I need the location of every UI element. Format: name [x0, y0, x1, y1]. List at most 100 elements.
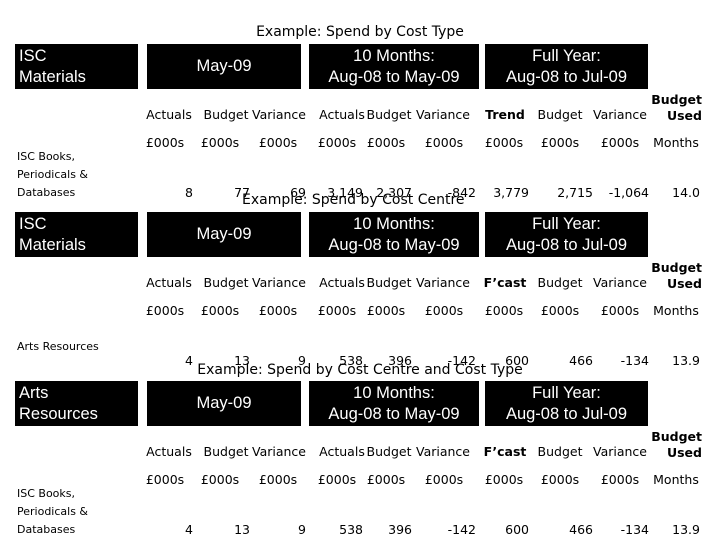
unit-label: Months	[653, 472, 699, 487]
category-label-box: ISC Materials	[15, 212, 138, 257]
column-header-variance: Variance	[252, 107, 306, 122]
data-cell-fy-variance: -134	[620, 353, 649, 368]
data-cell-actuals: 4	[185, 522, 193, 537]
data-cell-trend: 3,779	[493, 185, 529, 200]
unit-label: £000s	[540, 472, 580, 487]
column-header-ytd-variance: Variance	[416, 275, 470, 290]
unit-label: £000s	[366, 303, 406, 318]
unit-label: £000s	[600, 303, 640, 318]
column-header-actuals: Actuals	[146, 444, 192, 459]
data-cell-budget: 77	[234, 185, 250, 200]
data-cell-ytd-budget: 396	[388, 353, 412, 368]
data-cell-budget-used: 13.9	[672, 353, 700, 368]
column-header-ytd-actuals: Actuals	[319, 107, 365, 122]
data-cell-fy-variance: -1,064	[608, 185, 649, 200]
column-header-actuals: Actuals	[146, 107, 192, 122]
unit-label: £000s	[317, 472, 357, 487]
category-label-box: ISC Materials	[15, 44, 138, 89]
column-header-budget: Budget	[203, 107, 249, 122]
data-cell-ytd-actuals: 3,149	[327, 185, 363, 200]
data-cell-ytd-variance: -842	[447, 185, 476, 200]
data-cell-actuals: 8	[185, 185, 193, 200]
data-cell-ytd-variance: -142	[447, 522, 476, 537]
column-header-trend: F’cast	[483, 444, 527, 459]
column-header-fy-budget: Budget	[537, 444, 583, 459]
unit-label: £000s	[258, 472, 298, 487]
column-header-fy-variance: Variance	[593, 107, 647, 122]
unit-label: £000s	[424, 472, 464, 487]
column-header-fy-budget: Budget	[537, 275, 583, 290]
period-ytd-box: 10 Months: Aug-08 to May-09	[309, 44, 479, 89]
section-title: Example: Spend by Cost Type	[256, 24, 464, 40]
period-full-year-box: Full Year: Aug-08 to Jul-09	[485, 381, 648, 426]
column-header-variance: Variance	[252, 444, 306, 459]
data-cell-variance: 9	[298, 522, 306, 537]
data-cell-variance: 9	[298, 353, 306, 368]
data-cell-trend: 600	[505, 353, 529, 368]
data-cell-budget: 13	[234, 353, 250, 368]
period-current-box: May-09	[147, 381, 301, 426]
unit-label: Months	[653, 135, 699, 150]
period-full-year-box: Full Year: Aug-08 to Jul-09	[485, 44, 648, 89]
data-cell-fy-variance: -134	[620, 522, 649, 537]
section-title: Example: Spend by Cost Centre	[242, 192, 465, 208]
row-label: Arts Resources	[17, 340, 99, 353]
column-header-fy-variance: Variance	[593, 275, 647, 290]
unit-label: £000s	[366, 472, 406, 487]
column-header-ytd-actuals: Actuals	[319, 444, 365, 459]
data-cell-variance: 69	[290, 185, 306, 200]
data-cell-ytd-variance: -142	[447, 353, 476, 368]
data-cell-ytd-budget: 2,307	[376, 185, 412, 200]
section-title: Example: Spend by Cost Centre and Cost T…	[197, 362, 523, 378]
unit-label: £000s	[424, 135, 464, 150]
unit-label: £000s	[200, 472, 240, 487]
column-header-fy-variance: Variance	[593, 444, 647, 459]
category-label-box: Arts Resources	[15, 381, 138, 426]
column-header-fy-budget: Budget	[537, 107, 583, 122]
column-header-actuals: Actuals	[146, 275, 192, 290]
row-label: ISC Books, Periodicals & Databases	[17, 150, 89, 199]
data-cell-ytd-actuals: 538	[339, 522, 363, 537]
data-cell-fy-budget: 466	[569, 353, 593, 368]
unit-label: £000s	[540, 303, 580, 318]
unit-label: £000s	[600, 135, 640, 150]
unit-label: £000s	[317, 303, 357, 318]
unit-label: £000s	[200, 135, 240, 150]
unit-label: Months	[653, 303, 699, 318]
column-header-ytd-variance: Variance	[416, 444, 470, 459]
unit-label: £000s	[424, 303, 464, 318]
data-cell-budget-used: 14.0	[672, 185, 700, 200]
column-header-ytd-actuals: Actuals	[319, 275, 365, 290]
data-cell-ytd-budget: 396	[388, 522, 412, 537]
unit-label: £000s	[540, 135, 580, 150]
unit-label: £000s	[600, 472, 640, 487]
data-cell-budget-used: 13.9	[672, 522, 700, 537]
unit-label: £000s	[484, 472, 524, 487]
data-cell-ytd-actuals: 538	[339, 353, 363, 368]
column-header-ytd-variance: Variance	[416, 107, 470, 122]
column-header-budget: Budget	[203, 275, 249, 290]
unit-label: £000s	[258, 303, 298, 318]
period-ytd-box: 10 Months: Aug-08 to May-09	[309, 381, 479, 426]
column-header-trend: F’cast	[483, 275, 527, 290]
period-current-box: May-09	[147, 44, 301, 89]
data-cell-actuals: 4	[185, 353, 193, 368]
row-label: ISC Books, Periodicals & Databases	[17, 487, 89, 536]
unit-label: £000s	[145, 135, 185, 150]
unit-label: £000s	[317, 135, 357, 150]
column-header-ytd-budget: Budget	[366, 107, 412, 122]
column-header-ytd-budget: Budget	[366, 444, 412, 459]
unit-label: £000s	[145, 472, 185, 487]
column-header-budget-used: Budget Used	[651, 429, 702, 460]
period-current-box: May-09	[147, 212, 301, 257]
column-header-trend: Trend	[485, 107, 525, 122]
unit-label: £000s	[484, 135, 524, 150]
column-header-budget: Budget	[203, 444, 249, 459]
period-ytd-box: 10 Months: Aug-08 to May-09	[309, 212, 479, 257]
column-header-budget-used: Budget Used	[651, 260, 702, 291]
unit-label: £000s	[200, 303, 240, 318]
data-cell-budget: 13	[234, 522, 250, 537]
period-full-year-box: Full Year: Aug-08 to Jul-09	[485, 212, 648, 257]
column-header-budget-used: Budget Used	[651, 92, 702, 123]
unit-label: £000s	[145, 303, 185, 318]
